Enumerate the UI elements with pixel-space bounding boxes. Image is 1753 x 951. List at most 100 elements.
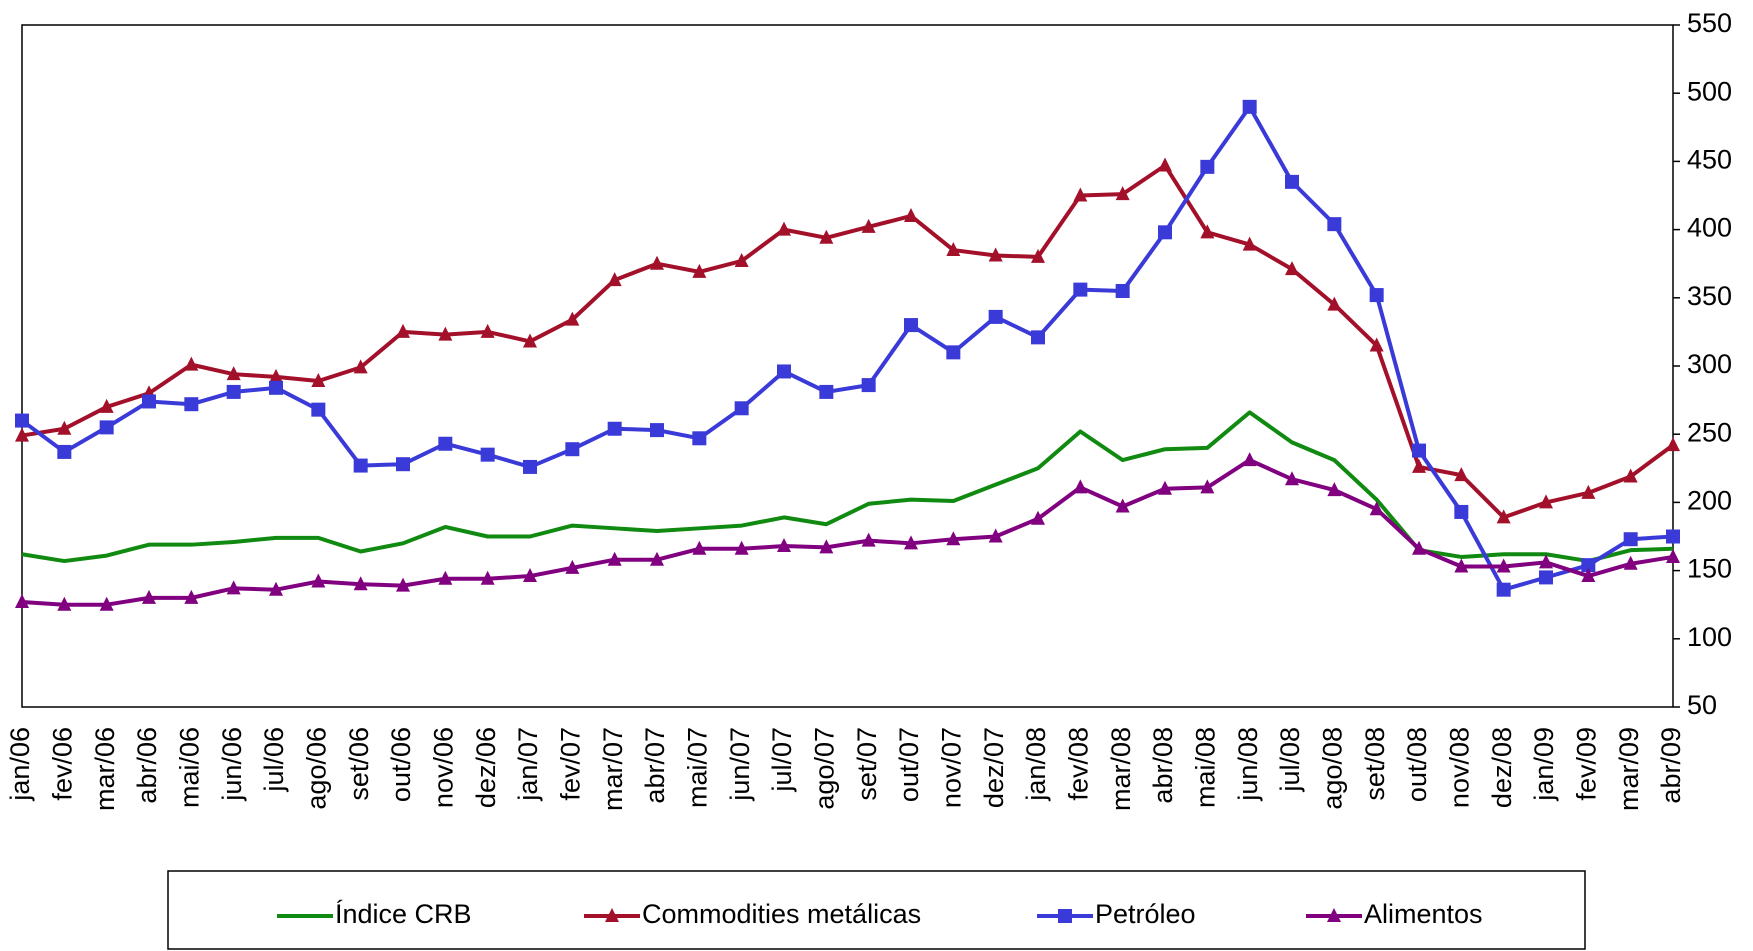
marker [15, 427, 29, 442]
x-tick-label: set/07 [852, 727, 882, 801]
marker [777, 538, 791, 553]
marker [1115, 186, 1130, 201]
marker [1242, 452, 1257, 467]
marker [1666, 548, 1680, 563]
marker [57, 444, 72, 459]
marker [1327, 482, 1342, 497]
y-tick-label: 500 [1687, 76, 1732, 106]
marker [396, 323, 410, 338]
x-tick-label: jan/09 [1529, 727, 1559, 802]
x-tick-label: ago/07 [809, 727, 839, 810]
x-tick-label: jan/08 [1021, 727, 1051, 802]
marker [1285, 471, 1299, 486]
x-tick-label: mar/07 [598, 727, 628, 811]
legend-box [167, 870, 1586, 950]
x-tick-label: ago/08 [1317, 727, 1347, 810]
x-tick-label: dez/08 [1487, 727, 1517, 808]
marker [565, 442, 580, 457]
marker [1242, 99, 1257, 114]
marker [184, 589, 199, 604]
marker [15, 593, 29, 608]
marker [1200, 224, 1215, 239]
marker [1073, 479, 1088, 494]
marker [1115, 498, 1130, 513]
marker [1412, 458, 1426, 473]
x-tick-label: jun/08 [1233, 727, 1263, 802]
x-tick-label: abr/08 [1148, 727, 1178, 804]
marker [269, 581, 283, 596]
x-tick-label: fev/06 [47, 727, 77, 801]
marker [1369, 337, 1384, 352]
marker [353, 359, 368, 374]
marker [1242, 236, 1257, 251]
marker [1666, 437, 1680, 452]
marker [1496, 509, 1511, 524]
marker [523, 333, 537, 348]
marker [904, 207, 918, 222]
legend-label: Índice CRB [335, 899, 472, 929]
marker [1369, 501, 1384, 516]
marker [607, 551, 622, 566]
marker [1285, 174, 1299, 189]
marker [1073, 187, 1088, 202]
marker [99, 398, 114, 413]
marker [1158, 157, 1172, 172]
marker [15, 413, 29, 428]
marker [1412, 540, 1426, 555]
y-tick-label: 400 [1687, 213, 1732, 243]
x-tick-label: fev/08 [1063, 727, 1093, 801]
y-tick-label: 300 [1687, 349, 1732, 379]
x-tick-label: nov/07 [936, 727, 966, 808]
marker [607, 272, 622, 287]
marker [1327, 296, 1342, 311]
y-tick-label: 50 [1687, 690, 1717, 720]
marker [1285, 261, 1299, 276]
x-tick-label: mar/08 [1106, 727, 1136, 811]
legend-label: Petróleo [1095, 899, 1196, 929]
marker [1058, 909, 1072, 923]
marker [396, 457, 410, 472]
marker [819, 384, 834, 399]
marker [438, 436, 453, 451]
marker [396, 577, 410, 592]
legend-label: Commodities metálicas [642, 899, 921, 929]
x-tick-label: nov/08 [1444, 727, 1474, 808]
marker [565, 311, 580, 326]
x-tick-label: jul/07 [767, 727, 797, 793]
marker [861, 218, 876, 233]
x-tick-label: dez/07 [979, 727, 1009, 808]
legend-label: Alimentos [1364, 899, 1483, 929]
marker [1454, 558, 1469, 573]
marker [605, 908, 619, 922]
marker [226, 366, 241, 381]
marker [1031, 510, 1045, 525]
x-tick-label: jul/08 [1275, 727, 1305, 793]
marker [904, 535, 918, 550]
marker [523, 459, 537, 474]
marker [946, 242, 961, 257]
y-tick-label: 250 [1687, 417, 1732, 447]
marker [1158, 225, 1172, 240]
x-tick-label: fev/09 [1571, 727, 1601, 801]
marker [1454, 467, 1469, 482]
x-tick-label: jun/07 [725, 727, 755, 802]
marker [99, 596, 114, 611]
x-tick-label: mai/07 [682, 727, 712, 808]
marker [142, 394, 156, 409]
x-tick-label: jan/07 [513, 727, 543, 802]
marker [650, 423, 664, 438]
marker [1496, 582, 1511, 597]
marker [692, 540, 707, 555]
marker [1200, 159, 1215, 174]
marker [1454, 504, 1469, 519]
marker [57, 596, 72, 611]
marker [1539, 570, 1553, 585]
marker [607, 421, 622, 436]
marker [734, 401, 749, 416]
x-tick-label: mar/09 [1614, 727, 1644, 811]
marker [1073, 282, 1088, 297]
marker [1666, 529, 1680, 544]
marker [142, 589, 156, 604]
marker [819, 539, 834, 554]
marker [353, 458, 368, 473]
